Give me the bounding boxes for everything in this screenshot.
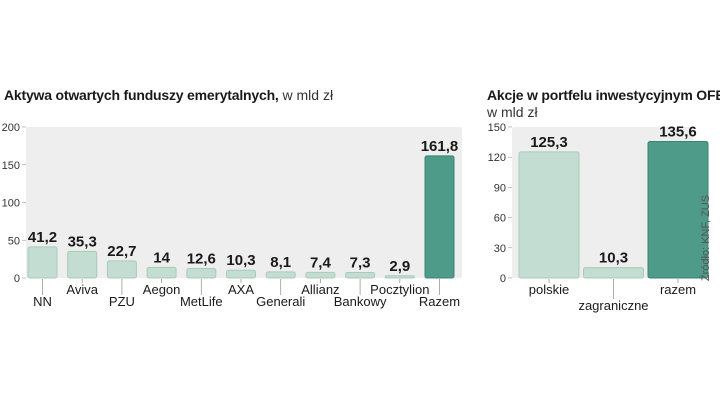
left-bar [305, 271, 336, 279]
right-ytick-label: 0 [500, 273, 506, 285]
left-category-label: Pocztylion [370, 282, 429, 297]
left-ytick-label: 150 [2, 160, 20, 172]
left-chart-title-bold: Aktywa otwartych funduszy emerytalnych, [4, 87, 279, 103]
right-ytick-label: 120 [488, 152, 506, 164]
left-ytick-label: 100 [2, 198, 20, 210]
left-category-label: NN [33, 294, 52, 309]
left-category-label: Aviva [66, 282, 98, 297]
left-bar [226, 269, 256, 279]
right-bar [583, 267, 644, 279]
left-bar [186, 267, 217, 279]
right-chart-title-bold: Akcje w portfelu inwestycyjnym OFE, [487, 87, 720, 103]
left-bar [146, 266, 177, 279]
left-value-label: 35,3 [68, 233, 97, 250]
right-value-label: 135,6 [659, 123, 697, 140]
right-chart-title-unit: w mld zł [487, 104, 538, 120]
left-value-label: 2,9 [389, 258, 410, 275]
left-category-label: MetLife [180, 294, 223, 309]
left-category-label: Allianz [301, 282, 339, 297]
left-value-label: 10,3 [226, 252, 255, 269]
left-chart-title-unit: w mld zł [282, 87, 334, 103]
left-value-label: 12,6 [187, 250, 216, 267]
left-ytick-label: 50 [8, 235, 20, 247]
left-bar [67, 250, 98, 279]
left-value-label: 22,7 [107, 243, 136, 260]
right-chart: 0 30 60 90 120 150 125,3 polskie 10,3 zagraniczne… [488, 122, 709, 313]
left-bar [27, 246, 58, 279]
left-bar [265, 271, 296, 279]
left-chart: 0 50 100 150 200 41,2 NN 35,3 Aviva 22,7 PZU 14 Aego… [2, 122, 460, 309]
left-value-label: 41,2 [28, 229, 57, 246]
left-value-label: 14 [153, 249, 170, 266]
right-category-label: zagraniczne [578, 298, 648, 313]
right-category-label: polskie [529, 282, 569, 297]
right-ytick-label: 150 [488, 122, 506, 134]
right-bar [518, 151, 580, 279]
left-value-label: 8,1 [270, 254, 291, 271]
left-category-label: Razem [419, 294, 460, 309]
right-value-label: 125,3 [530, 134, 568, 151]
right-value-label: 10,3 [599, 250, 628, 267]
left-category-label: AXA [228, 282, 254, 297]
left-ytick-label: 200 [2, 122, 20, 134]
left-bar [345, 271, 376, 279]
left-value-label: 7,3 [350, 254, 371, 271]
left-bar [384, 275, 415, 279]
left-value-label: 161,8 [421, 138, 459, 155]
left-ytick-label: 0 [14, 273, 20, 285]
left-category-label: Generali [256, 294, 305, 309]
left-bar [424, 155, 455, 279]
left-bar [106, 260, 137, 279]
right-category-label: razem [660, 282, 696, 297]
right-ytick-label: 90 [494, 182, 506, 194]
right-ytick-label: 60 [494, 213, 506, 225]
left-category-label: Aegon [143, 282, 181, 297]
right-ytick-label: 30 [494, 243, 506, 255]
left-category-label: PZU [109, 294, 135, 309]
right-bar [647, 140, 709, 279]
left-category-label: Bankowy [334, 294, 387, 309]
source-note: Źródło: KNF, ZUS [699, 195, 712, 281]
left-value-label: 7,4 [310, 254, 332, 271]
right-chart-title: Akcje w portfelu inwestycyjnym OFE, w ml… [487, 87, 720, 121]
left-chart-title: Aktywa otwartych funduszy emerytalnych, … [4, 87, 333, 104]
left-chart-panel [26, 127, 462, 278]
